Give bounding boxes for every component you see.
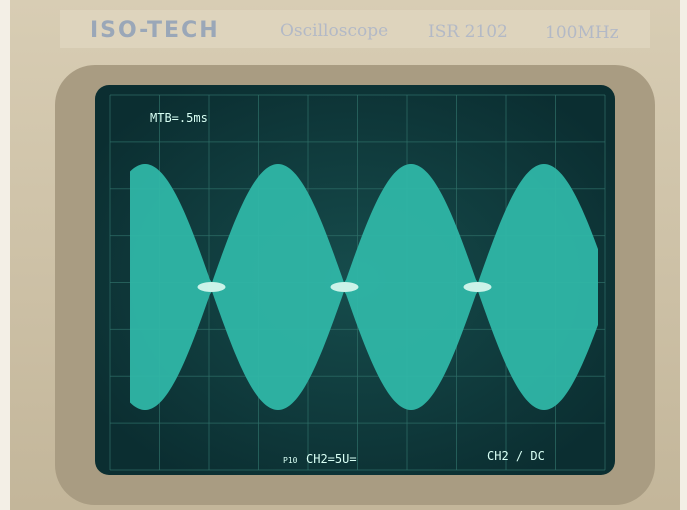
probe: P10 bbox=[283, 456, 298, 465]
oscilloscope-photo: ISO-TECH Oscilloscope ISR 2102 100MHz MT… bbox=[0, 0, 687, 510]
page: ISO-TECH Oscilloscope ISR 2102 100MHz MT… bbox=[0, 0, 687, 510]
model: ISR 2102 bbox=[428, 22, 508, 42]
brand: ISO-TECH bbox=[90, 18, 220, 43]
node-glow bbox=[331, 282, 359, 292]
bandwidth: 100MHz bbox=[545, 23, 619, 43]
node-glow bbox=[464, 282, 492, 292]
node-glow bbox=[198, 282, 226, 292]
timebase: MTB=.5ms bbox=[150, 111, 208, 125]
channel-scale: CH2=5U= bbox=[306, 452, 357, 466]
product: Oscilloscope bbox=[280, 21, 388, 41]
coupling: CH2 / DC bbox=[487, 449, 545, 463]
